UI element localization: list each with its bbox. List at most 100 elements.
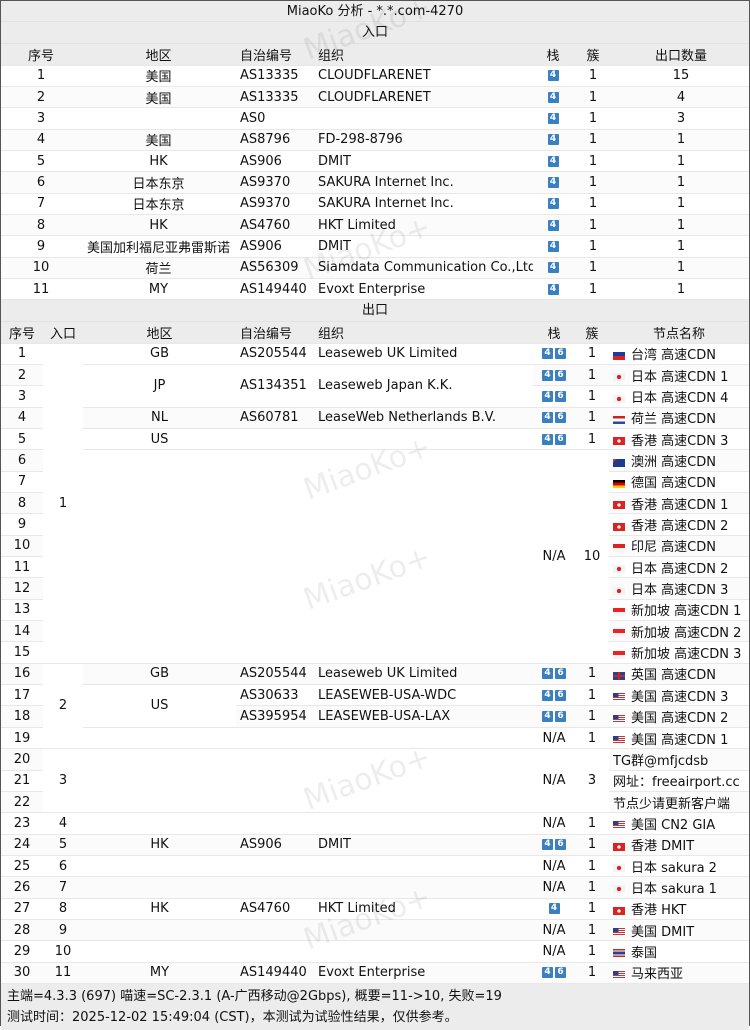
ipv4-badge: 4	[547, 283, 559, 295]
exit-cell-cluster: 1	[575, 919, 609, 942]
entry-cell: 1	[573, 214, 613, 237]
entry-cell: 美国	[81, 65, 236, 87]
ipv6-badge: 6	[555, 433, 566, 445]
node-name: 日本 高速CDN 3	[631, 583, 729, 599]
exit-cell-org	[314, 812, 533, 835]
entry-cell: SAKURA Internet Inc.	[314, 193, 533, 216]
entry-cell: 4	[533, 107, 573, 130]
exit-row: 5 US 4 6 1 香港 高速CDN 3	[1, 428, 749, 451]
exit-cell-stack: N/A	[533, 940, 575, 963]
flag-us-icon	[613, 928, 625, 937]
entry-header-2: 自治编号	[236, 43, 314, 66]
exit-cell-org	[314, 940, 533, 963]
flag-sg-icon	[613, 629, 625, 638]
exit-cell-org: Leaseweb UK Limited	[314, 343, 533, 365]
exit-row: 28 9 N/A 1 美国 DMIT	[1, 919, 749, 942]
exit-cell-org: LEASEWEB-USA-WDC	[314, 684, 533, 707]
entry-cell: AS56309	[236, 257, 314, 280]
entry-cell: 15	[613, 65, 749, 87]
exit-cell-entry: 7	[43, 876, 83, 899]
entry-cell: 1	[573, 107, 613, 130]
node-name: 荷兰 高速CDN	[631, 412, 716, 428]
exit-row: 6 N/A 10 澳洲 高速CDN	[1, 449, 749, 664]
flag-nl-icon	[613, 415, 625, 424]
exit-cell-asn	[236, 727, 314, 750]
ipv6-badge: 6	[555, 967, 566, 979]
exit-cell-org: Evoxt Enterprise	[314, 962, 533, 984]
exit-cell-no: 3	[1, 385, 43, 408]
exit-cell-no: 5	[1, 428, 43, 451]
exit-row: 25 6 N/A 1 日本 sakura 2	[1, 855, 749, 878]
exit-cell-region	[83, 812, 236, 835]
exit-cell-cluster: 1	[575, 898, 609, 920]
entry-cell: 美国	[81, 86, 236, 109]
node-name: 美国 高速CDN 2	[631, 711, 729, 727]
exit-row: 4 NL AS60781 LeaseWeb Netherlands B.V. 4 6 1 荷兰…	[1, 407, 749, 430]
ipv4-badge: 4	[542, 348, 553, 360]
entry-cell: AS906	[236, 235, 314, 258]
exit-cell-entry: 1	[43, 343, 83, 664]
entry-cell: AS13335	[236, 86, 314, 109]
exit-cell-node: 日本 高速CDN 4	[609, 385, 749, 408]
entry-cell	[314, 107, 533, 130]
exit-row: 29 10 N/A 1 泰国	[1, 940, 749, 963]
entry-cell: 4	[533, 86, 573, 109]
exit-cell-no: 27	[1, 898, 43, 920]
exit-cell-no: 15	[1, 641, 43, 664]
entry-cell: 2	[1, 86, 81, 109]
exit-cell-asn: AS906	[236, 834, 314, 856]
exit-cell-stack: N/A	[533, 876, 575, 899]
flag-de-icon	[613, 479, 625, 488]
entry-cell: 1	[573, 257, 613, 280]
exit-cell-org: Leaseweb UK Limited	[314, 663, 533, 686]
exit-cell-no: 29	[1, 940, 43, 963]
exit-cell-no: 14	[1, 620, 43, 643]
exit-cell-node: 新加坡 高速CDN 3	[609, 641, 749, 664]
entry-header-1: 地区	[81, 43, 236, 66]
exit-header-4: 组织	[314, 321, 533, 344]
node-name: 日本 sakura 1	[631, 881, 717, 897]
entry-cell: MY	[81, 278, 236, 301]
exit-cell-cluster: 1	[575, 876, 609, 899]
exit-cell-cluster: 1	[575, 855, 609, 878]
exit-cell-asn	[236, 449, 314, 664]
exit-cell-org: DMIT	[314, 834, 533, 856]
exit-cell-asn: AS60781	[236, 407, 314, 430]
exit-cell-asn	[236, 940, 314, 963]
node-name: 美国 CN2 GIA	[631, 817, 716, 833]
exit-cell-org	[314, 919, 533, 942]
entry-cell: 1	[573, 193, 613, 216]
entry-row: 7 日本东京 AS9370 SAKURA Internet Inc. 4 1 1	[1, 193, 749, 216]
exit-row: 16 2 GB AS205544 Leaseweb UK Limited 4 6 1 英国 高速…	[1, 663, 749, 750]
exit-cell-no: 6	[1, 449, 43, 472]
ipv6-badge: 6	[555, 348, 566, 360]
exit-cell-stack: N/A	[533, 748, 575, 814]
exit-row: 11 日本 高速CDN 2	[1, 556, 749, 579]
entry-cell: 1	[573, 235, 613, 258]
exit-row: 2 JP AS134351 Leaseweb Japan K.K. 4 6 1 日本 高速CD…	[1, 364, 749, 408]
exit-cell-node: 美国 高速CDN 2	[609, 705, 749, 728]
flag-hk-icon	[613, 842, 625, 851]
entry-row: 1 美国 AS13335 CLOUDFLARENET 4 1 15	[1, 65, 749, 87]
entry-cell: AS9370	[236, 171, 314, 194]
entry-cell: 7	[1, 193, 81, 216]
ipv4-badge: 4	[547, 70, 559, 82]
exit-row: 17 US AS30633 LEASEWEB-USA-WDC 4 6 1 美国 高速CDN 3	[1, 684, 749, 728]
exit-cell-node: 印尼 高速CDN	[609, 535, 749, 558]
entry-cell: 美国	[81, 129, 236, 152]
entry-cell: 4	[613, 86, 749, 109]
exit-cell-asn: AS134351	[236, 364, 314, 408]
exit-cell-org	[314, 727, 533, 750]
exit-cell-node: 日本 sakura 2	[609, 855, 749, 878]
footer: 主端=4.3.3 (697) 喵速=SC-2.3.1 (A-广西移动@2Gbps…	[1, 983, 749, 1030]
exit-cell-cluster: 3	[575, 748, 609, 814]
exit-cell-cluster: 1	[575, 834, 609, 856]
node-name: 印尼 高速CDN	[631, 540, 716, 556]
exit-cell-node: TG群@mfjcdsb	[609, 748, 749, 771]
node-name: 美国 高速CDN 1	[631, 732, 729, 748]
exit-row: 22 节点少请更新客户端	[1, 791, 749, 814]
exit-cell-no: 21	[1, 770, 43, 792]
exit-cell-node: 英国 高速CDN	[609, 663, 749, 686]
